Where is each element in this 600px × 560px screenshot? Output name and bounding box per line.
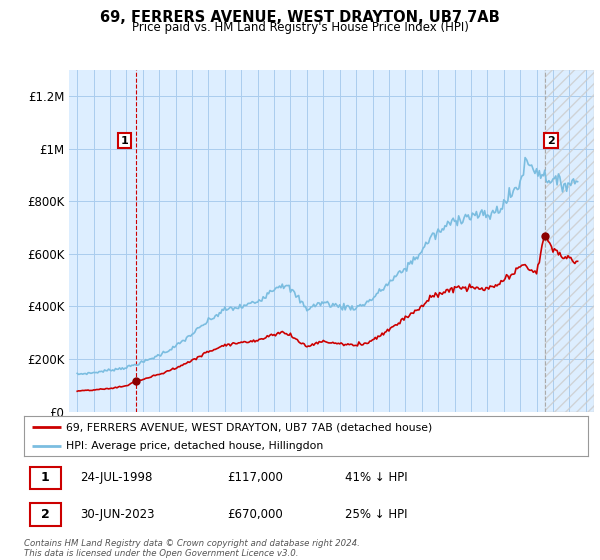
Text: Price paid vs. HM Land Registry's House Price Index (HPI): Price paid vs. HM Land Registry's House … bbox=[131, 21, 469, 34]
Text: 69, FERRERS AVENUE, WEST DRAYTON, UB7 7AB: 69, FERRERS AVENUE, WEST DRAYTON, UB7 7A… bbox=[100, 10, 500, 25]
Text: 69, FERRERS AVENUE, WEST DRAYTON, UB7 7AB (detached house): 69, FERRERS AVENUE, WEST DRAYTON, UB7 7A… bbox=[66, 422, 433, 432]
Text: 25% ↓ HPI: 25% ↓ HPI bbox=[346, 507, 408, 520]
Text: 30-JUN-2023: 30-JUN-2023 bbox=[80, 507, 155, 520]
Text: £117,000: £117,000 bbox=[227, 471, 283, 484]
Text: 41% ↓ HPI: 41% ↓ HPI bbox=[346, 471, 408, 484]
Bar bbox=[29, 503, 61, 526]
Text: 2: 2 bbox=[547, 136, 555, 146]
Text: Contains HM Land Registry data © Crown copyright and database right 2024.
This d: Contains HM Land Registry data © Crown c… bbox=[24, 539, 360, 558]
Text: £670,000: £670,000 bbox=[227, 507, 283, 520]
Text: 24-JUL-1998: 24-JUL-1998 bbox=[80, 471, 153, 484]
Text: HPI: Average price, detached house, Hillingdon: HPI: Average price, detached house, Hill… bbox=[66, 441, 323, 451]
Bar bbox=[29, 467, 61, 489]
Text: 2: 2 bbox=[41, 507, 50, 520]
Text: 1: 1 bbox=[41, 471, 50, 484]
Text: 1: 1 bbox=[121, 136, 128, 146]
